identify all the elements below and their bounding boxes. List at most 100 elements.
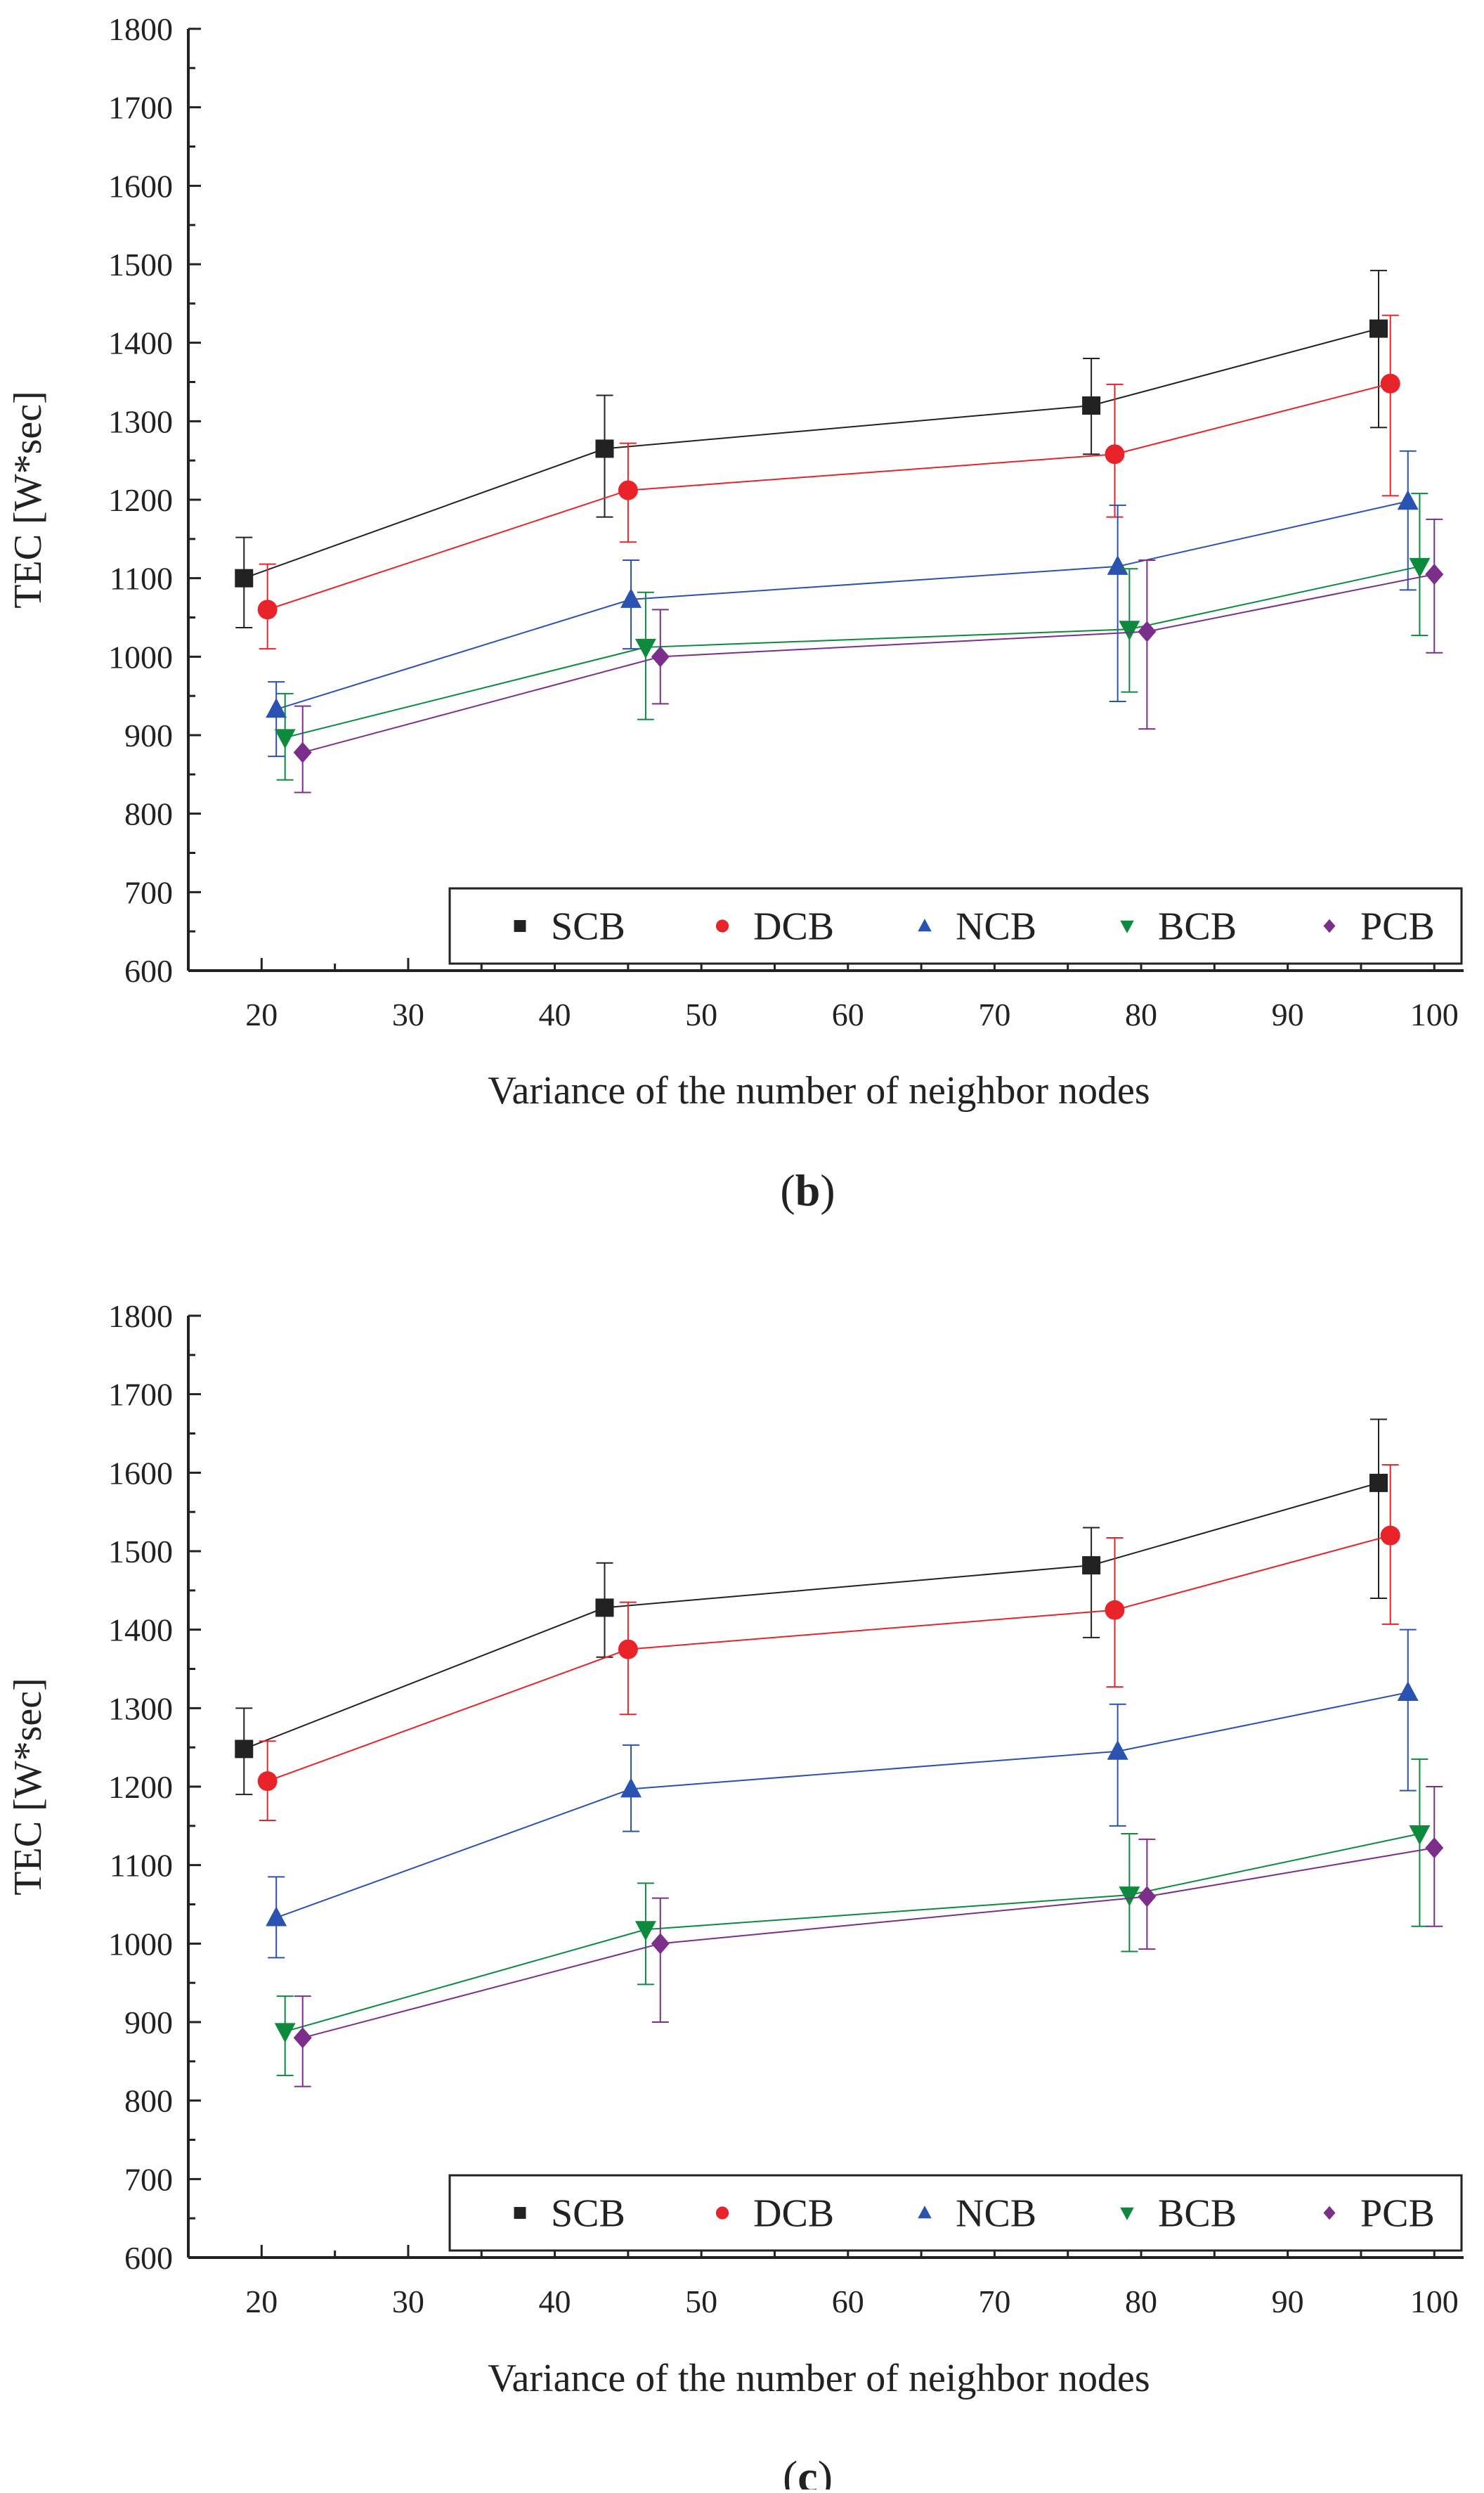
- panel-b-y-tick-label: 800: [124, 796, 173, 832]
- panel-b-y-tick-label: 1000: [108, 639, 173, 675]
- panel-c-legend-label-scb: SCB: [551, 2192, 625, 2236]
- panel-b-series-pcb-point: [1138, 621, 1157, 642]
- panel-b-series-ncb-point: [620, 588, 642, 608]
- panel-b-series-bcb-point: [1119, 621, 1140, 641]
- panel-c-series-pcb-point: [293, 2027, 312, 2049]
- panel-b-x-axis-title: Variance of the number of neighbor nodes: [488, 1069, 1150, 1113]
- panel-c-series-scb-line: [243, 1482, 1379, 1750]
- panel-c-series-bcb-point: [1409, 1825, 1431, 1845]
- panel-b-legend-marker-ncb: [918, 919, 932, 932]
- panel-c-x-tick-label: 30: [392, 2284, 424, 2319]
- panel-c-y-tick-label: 800: [124, 2083, 173, 2119]
- panel-b-y-tick-label: 1200: [108, 482, 173, 518]
- panel-c-series-ncb-point: [620, 1778, 642, 1798]
- panel-b-series-dcb-point: [618, 480, 638, 500]
- panel-b-legend-box: [448, 887, 1463, 965]
- panel-b-series-pcb-point: [651, 646, 670, 668]
- panel-b-series-ncb: [266, 450, 1419, 758]
- panel-c-series-scb: [235, 1418, 1388, 1796]
- panel-b-y-tick-label: 1300: [108, 403, 173, 439]
- panel-b-series-dcb-line: [267, 382, 1391, 611]
- panel-c-legend-marker-ncb: [918, 2206, 932, 2219]
- panel-c-series-ncb-point: [1107, 1740, 1128, 1760]
- panel-c-y-tick-label: 900: [124, 2005, 173, 2040]
- panel-c-series-ncb-point: [1397, 1681, 1419, 1701]
- panel-b-series-dcb-point: [1380, 373, 1400, 394]
- panel-c-x-tick-label: 100: [1410, 2284, 1459, 2319]
- panel-b-x-tick-label: 90: [1272, 997, 1304, 1032]
- panel-b-series-bcb-point: [274, 729, 296, 749]
- panel-c-y-tick-label: 1000: [108, 1926, 173, 1962]
- panel-c-legend-marker-bcb: [1120, 2207, 1134, 2220]
- panel-c-x-axis-title: Variance of the number of neighbor nodes: [488, 2357, 1150, 2400]
- panel-c-y-tick-label: 1500: [108, 1534, 173, 1569]
- panel-c-series-ncb-point: [266, 1906, 287, 1927]
- panel-c-x-tick-label: 90: [1272, 2284, 1304, 2319]
- panel-b-x-tick-label: 80: [1125, 997, 1157, 1032]
- panel-c-x-tick-label: 60: [832, 2284, 864, 2319]
- panel-c-x-tick-label: 50: [685, 2284, 717, 2319]
- panel-b-legend: SCB DCB NCB BCB PCB: [448, 887, 1463, 965]
- panel-c-series-pcb-point: [1138, 1886, 1157, 1908]
- panel-b-x-tick-label: 40: [539, 997, 571, 1032]
- panel-b-x-tick-label: 50: [685, 997, 717, 1032]
- panel-b-y-tick-label: 1400: [108, 325, 173, 361]
- panel-b-series-bcb-point: [634, 638, 656, 659]
- panel-b-legend-label-bcb: BCB: [1158, 905, 1237, 949]
- panel-c-y-axis-title: TEC [W*sec]: [6, 1678, 50, 1895]
- panel-b-y-tick-label: 1600: [108, 168, 173, 204]
- panel-b-legend-marker-dcb: [715, 919, 729, 933]
- panel-c-series-dcb-point: [1380, 1525, 1400, 1546]
- panel-b-series-pcb: [293, 518, 1444, 794]
- panel-b-x-tick-label: 30: [392, 997, 424, 1032]
- panel-b-x-tick-label: 20: [245, 997, 278, 1032]
- panel-b-series-scb-line: [243, 328, 1379, 579]
- panel-c-legend-label-pcb: PCB: [1360, 2192, 1435, 2236]
- panel-b-legend-label-pcb: PCB: [1360, 905, 1435, 949]
- panel-c-legend-label-dcb: DCB: [753, 2192, 834, 2236]
- panel-b-legend-marker-bcb: [1120, 920, 1134, 933]
- panel-b-series-scb: [235, 269, 1388, 629]
- panel-b-legend-marker-scb: [514, 920, 526, 932]
- panel-b-series-pcb-point: [293, 742, 312, 763]
- panel-c-series-ncb: [266, 1628, 1419, 1959]
- panel-c-series-scb-point: [595, 1598, 614, 1617]
- panel-c-series-dcb-point: [257, 1771, 278, 1792]
- panel-c-series-dcb: [257, 1464, 1400, 1822]
- panel-c-legend-marker-dcb: [715, 2206, 729, 2220]
- panel-c-x-tick-label: 70: [978, 2284, 1010, 2319]
- panel-c-y-tick-label: 1400: [108, 1612, 173, 1648]
- panel-c-series-bcb-point: [1119, 1886, 1140, 1907]
- panel-b-series-pcb-point: [1425, 564, 1444, 585]
- panel-c-legend-label-bcb: BCB: [1158, 2192, 1237, 2236]
- panel-c-series-dcb-point: [1105, 1600, 1125, 1620]
- panel-b-series-dcb: [257, 314, 1400, 650]
- panel-b-series-pcb-line: [302, 574, 1435, 753]
- panel-c-series-bcb-point: [634, 1921, 656, 1941]
- panel-c-label: (c): [783, 2452, 833, 2489]
- panel-c-legend-box: [448, 2174, 1463, 2252]
- panel-c: 600 700 800 900 1000 1100 1200 1300 1400 1500 1600…: [6, 1298, 1464, 2493]
- panel-c-x-tick-label: 80: [1125, 2284, 1157, 2319]
- panel-c-series-pcb-point: [1425, 1837, 1444, 1859]
- panel-b-legend-label-scb: SCB: [551, 905, 625, 949]
- panel-c-series-dcb-line: [267, 1534, 1391, 1782]
- panel-c-series-bcb: [274, 1758, 1431, 2076]
- panel-c-legend-marker-scb: [514, 2207, 526, 2219]
- panel-b-y-tick-label: 900: [124, 718, 173, 753]
- panel-c-y-tick-label: 1700: [108, 1377, 173, 1413]
- panel-c-series-scb-point: [235, 1740, 254, 1759]
- panel-c-y-tick-label: 1100: [110, 1848, 173, 1884]
- panel-b-y-axis-title: TEC [W*sec]: [6, 391, 50, 608]
- panel-c-y-tick-label: 1300: [108, 1690, 173, 1726]
- panel-c-series-pcb: [293, 1786, 1444, 2087]
- panel-b-series-ncb-point: [1397, 490, 1419, 510]
- panel-c-legend: SCB DCB NCB BCB PCB: [448, 2174, 1463, 2252]
- panel-c-legend-marker-pcb: [1323, 2206, 1336, 2220]
- panel-b-x-tick-label: 60: [832, 997, 864, 1032]
- panel-c-series-bcb-line: [285, 1833, 1420, 2033]
- panel-b-series-dcb-point: [1105, 444, 1125, 465]
- panel-b-series-scb-point: [1082, 396, 1101, 415]
- panel-b-y-tick-label: 700: [124, 874, 173, 910]
